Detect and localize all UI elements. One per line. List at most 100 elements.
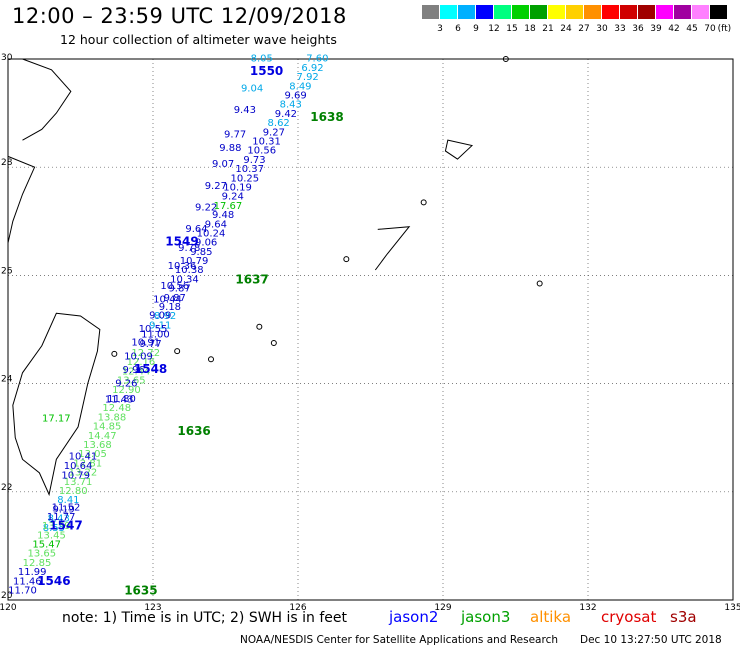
swh-value: 10.64 <box>64 461 93 472</box>
swh-value: 15.47 <box>32 540 61 551</box>
legend-label: 15 <box>506 24 518 34</box>
swh-value: 12.16 <box>127 357 156 368</box>
amami-coastline <box>444 139 474 160</box>
swh-value: 9.64 <box>205 219 227 230</box>
legend-swatch <box>440 5 457 19</box>
swh-value: 9.77 <box>224 129 246 140</box>
island-outline <box>536 280 543 287</box>
swh-value: 11.77 <box>47 512 76 523</box>
swh-value: 13.71 <box>64 477 93 488</box>
legend-swatch <box>584 5 601 19</box>
swh-value: 9.64 <box>185 224 207 235</box>
legend-label: 12 <box>488 24 500 34</box>
island-outline <box>208 356 214 363</box>
legend-label: 3 <box>437 24 443 34</box>
swh-value: 13.45 <box>37 530 66 541</box>
swh-value: 12.81 <box>73 458 102 469</box>
swh-value: 10.36 <box>168 261 197 272</box>
swh-value: 9.09 <box>149 311 171 322</box>
swh-value: 11.99 <box>18 567 47 578</box>
swh-value: 9.19 <box>52 504 74 515</box>
swh-value: 10.24 <box>197 228 226 239</box>
legend-label: 24 <box>560 24 572 34</box>
mission-jason2: jason2 <box>389 608 439 626</box>
swh-value: 11.46 <box>13 576 42 587</box>
swh-value: 13.68 <box>83 440 112 451</box>
china-coastline-north <box>22 58 72 141</box>
swh-value: 9.73 <box>243 155 265 166</box>
island-outline <box>343 256 350 263</box>
lat-tick-label: 30 <box>1 53 13 63</box>
swh-value: 9.27 <box>205 181 227 192</box>
swh-value: 11.70 <box>8 586 37 597</box>
swh-value: 9.42 <box>275 109 297 120</box>
swh-value: 12.72 <box>131 348 160 359</box>
lat-tick-label: 26 <box>1 266 13 276</box>
pass-label: 1548 <box>134 362 167 376</box>
legend-swatch <box>656 5 673 19</box>
swh-value: 9.96 <box>123 365 145 376</box>
swh-value: 9.06 <box>195 238 217 249</box>
island-outline <box>270 340 277 347</box>
swh-value: 10.09 <box>124 351 153 362</box>
lat-tick-label: 24 <box>1 375 13 385</box>
swh-value: 13.65 <box>117 376 146 387</box>
pass-label: 1546 <box>37 574 70 588</box>
swh-value: 10.56 <box>247 146 276 157</box>
swh-value: 9.77 <box>139 339 161 350</box>
swh-value: 13.88 <box>98 412 127 423</box>
swh-value: 10.38 <box>175 265 204 276</box>
legend-swatch <box>638 5 655 19</box>
legend-swatch <box>476 5 493 19</box>
swh-value: 9.87 <box>164 293 186 304</box>
legend-swatch <box>620 5 637 19</box>
swh-value: 10.44 <box>153 294 182 305</box>
credit-text: NOAA/NESDIS Center for Satellite Applica… <box>240 634 558 646</box>
swh-value: 10.41 <box>69 451 98 462</box>
swh-value: 13.22 <box>69 468 98 479</box>
lon-tick-label: 129 <box>434 603 451 613</box>
swh-value: 10.56 <box>160 281 189 292</box>
swh-value: 11.43 <box>105 395 134 406</box>
mission-jason3: jason3 <box>461 608 511 626</box>
swh-value: 10.25 <box>231 173 260 184</box>
swh-value: 8.41 <box>57 495 79 506</box>
lon-tick-label: 123 <box>144 603 161 613</box>
legend-label: 33 <box>614 24 626 34</box>
legend-label: 42 <box>668 24 680 34</box>
island-outline <box>420 199 427 206</box>
swh-value: 10.37 <box>235 164 264 175</box>
lon-tick-label: 135 <box>724 603 740 613</box>
swh-value: 9.69 <box>284 90 306 101</box>
swh-value: 9.48 <box>212 210 234 221</box>
swh-value: 10.91 <box>131 338 160 349</box>
swh-value: 14.85 <box>93 422 122 433</box>
pass-labels: 1550 1549 1548 1547 1546 1638 1637 1636 1635 <box>37 64 343 597</box>
pass-label: 1635 <box>124 584 157 598</box>
swh-value: 12.48 <box>102 403 131 414</box>
legend-label: 6 <box>455 24 461 34</box>
swh-value: 8.43 <box>280 100 302 111</box>
mission-cryosat: cryosat <box>601 608 657 626</box>
legend-label: 45 <box>686 24 698 34</box>
pass-label: 1549 <box>165 235 198 249</box>
swh-value: 9.43 <box>234 105 256 116</box>
legend-label: 9 <box>473 24 479 34</box>
swh-value: 10.34 <box>170 274 199 285</box>
legend-label: 36 <box>632 24 644 34</box>
lon-tick-label: 120 <box>0 603 17 613</box>
legend-swatch <box>692 5 709 19</box>
legend-swatch <box>566 5 583 19</box>
swh-value: 10.79 <box>180 256 209 267</box>
swh-value: 9.22 <box>195 202 217 213</box>
swh-value: 14.47 <box>88 431 117 442</box>
lat-tick-label: 20 <box>1 591 13 601</box>
lon-tick-label: 132 <box>579 603 596 613</box>
swh-value: 10.55 <box>139 324 168 335</box>
okinawa-coastline <box>374 226 411 271</box>
swh-value: 10.19 <box>223 182 252 193</box>
island-outline <box>256 323 263 330</box>
legend-label: 30 <box>596 24 608 34</box>
island-outline <box>111 350 118 357</box>
island-outline <box>174 348 181 355</box>
